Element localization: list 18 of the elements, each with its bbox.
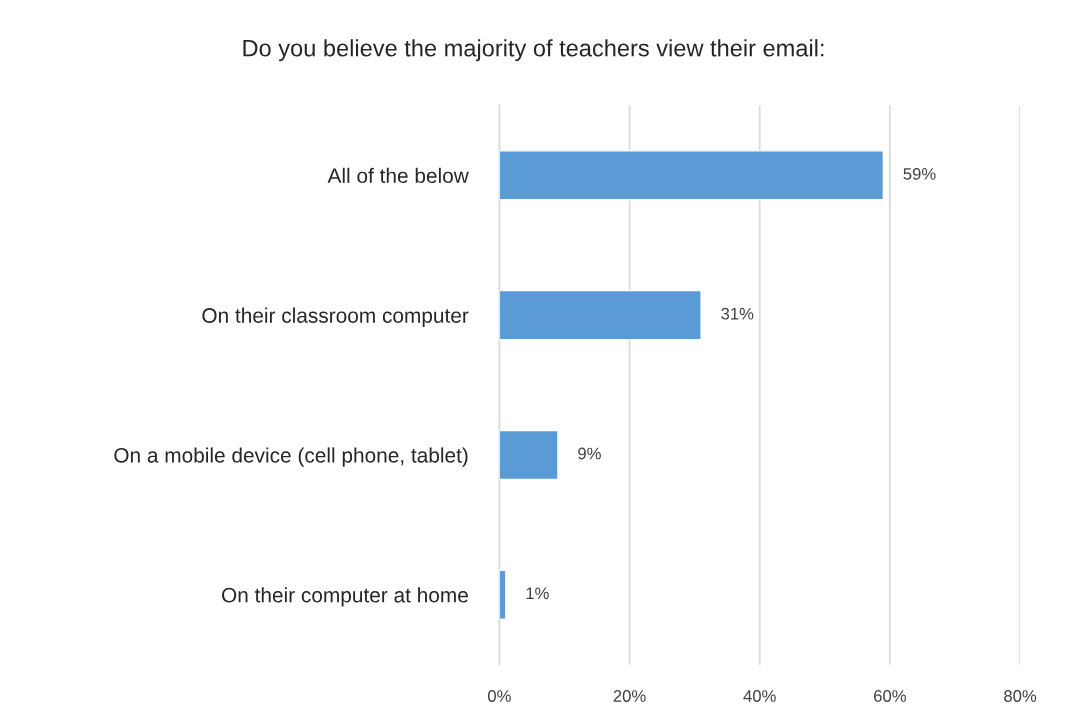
bar <box>499 429 559 481</box>
data-label: 1% <box>526 587 549 600</box>
chart-title: Do you believe the majority of teachers view their email: <box>243 39 824 62</box>
y-tick-label: On their computer at home <box>222 587 468 607</box>
x-tick-label: 0% <box>487 690 511 702</box>
x-tick-label: 20% <box>613 690 646 702</box>
bar <box>499 150 885 201</box>
y-tick-label: On their classroom computer <box>202 307 469 327</box>
data-label: 9% <box>578 447 601 460</box>
y-tick-label: All of the below <box>327 167 469 184</box>
x-tick-label: 60% <box>874 690 906 702</box>
data-label: 59% <box>903 167 936 180</box>
bar <box>499 569 507 620</box>
x-tick-label: 80% <box>1004 690 1037 702</box>
data-label: 31% <box>721 307 754 320</box>
bar <box>499 289 702 341</box>
x-tick-label: 40% <box>743 690 776 702</box>
y-tick-label: On a mobile device (cell phone, tablet) <box>114 447 468 467</box>
